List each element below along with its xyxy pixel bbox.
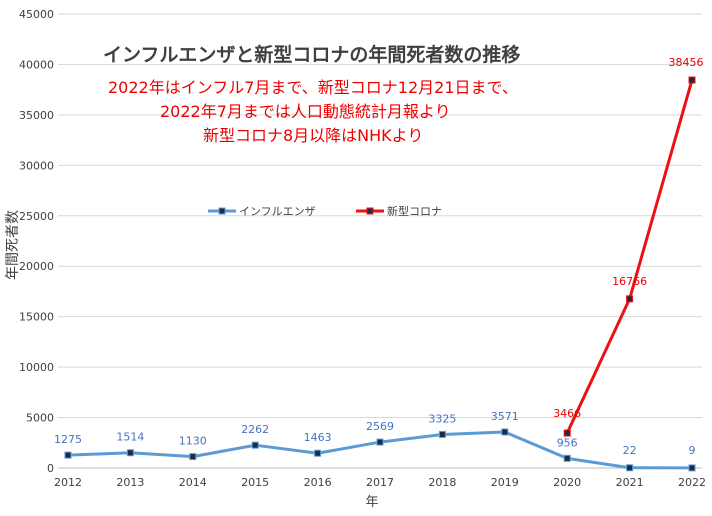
influenza-data-label: 2569 [366, 420, 394, 433]
x-tick-label: 2014 [179, 476, 207, 489]
covid-point [688, 76, 696, 84]
x-tick-label: 2021 [616, 476, 644, 489]
influenza-point [314, 449, 322, 457]
x-tick-labels: 2012 2013 2014 2015 2016 2017 2018 2019 2020 2021… [54, 476, 706, 489]
x-tick-label: 2012 [54, 476, 82, 489]
x-tick-label: 2020 [553, 476, 581, 489]
influenza-point [126, 449, 134, 457]
covid-point [563, 429, 571, 437]
influenza-point [688, 464, 696, 472]
influenza-point [251, 441, 259, 449]
influenza-data-label: 1275 [54, 433, 82, 446]
y-tick-label: 35000 [19, 109, 54, 122]
chart-title: インフルエンザと新型コロナの年間死者数の推移 [103, 44, 521, 66]
y-tick-label: 0 [47, 462, 54, 475]
y-tick-label: 20000 [19, 260, 54, 273]
legend-swatch-marker [218, 207, 226, 215]
covid-series-line [565, 79, 694, 434]
y-tick-label: 45000 [19, 8, 54, 21]
x-tick-label: 2022 [678, 476, 706, 489]
x-tick-label: 2018 [428, 476, 456, 489]
influenza-point [501, 428, 509, 436]
x-tick-label: 2019 [491, 476, 519, 489]
chart-note-3: 新型コロナ8月以降はNHKより [203, 126, 424, 145]
x-tick-label: 2015 [241, 476, 269, 489]
influenza-data-label: 1130 [179, 435, 207, 448]
influenza-data-label: 1514 [116, 431, 144, 444]
influenza-point [376, 438, 384, 446]
influenza-data-label: 9 [689, 444, 696, 457]
legend: インフルエンザ 新型コロナ [208, 204, 442, 218]
influenza-point [438, 430, 446, 438]
x-tick-label: 2013 [116, 476, 144, 489]
influenza-point [626, 464, 634, 472]
influenza-point [64, 451, 72, 459]
x-tick-label: 2016 [304, 476, 332, 489]
y-tick-labels: 0 5000 10000 15000 20000 25000 30000 35000 40000… [19, 8, 54, 475]
chart-note-2: 2022年7月までは人口動態統計月報より [160, 102, 451, 121]
influenza-point [189, 453, 197, 461]
influenza-data-label: 2262 [241, 423, 269, 436]
influenza-data-label: 956 [557, 436, 578, 449]
y-tick-label: 40000 [19, 58, 54, 71]
series-layer [64, 76, 696, 472]
gridlines [58, 13, 702, 419]
influenza-data-label: 3325 [428, 412, 456, 425]
covid-data-label: 16766 [612, 275, 647, 288]
legend-entry-label: 新型コロナ [387, 204, 442, 218]
y-axis-title: 年間死者数 [5, 210, 21, 280]
influenza-data-label: 1463 [304, 431, 332, 444]
chart-note-1: 2022年はインフル7月まで、新型コロナ12月21日まで、 [108, 78, 518, 97]
x-axis-title: 年 [365, 495, 378, 510]
legend-entry-label: インフルエンザ [239, 205, 316, 218]
influenza-data-label: 22 [623, 444, 637, 457]
covid-data-label: 38456 [669, 56, 704, 69]
legend-swatch-marker [366, 207, 374, 215]
y-tick-label: 10000 [19, 361, 54, 374]
x-tick-label: 2017 [366, 476, 394, 489]
y-tick-label: 25000 [19, 210, 54, 223]
data-labels: 1275 1514 1130 2262 1463 2569 3325 3571 956 22 9 34… [54, 56, 704, 457]
covid-point [626, 295, 634, 303]
influenza-data-label: 3571 [491, 410, 519, 423]
influenza-series-line [67, 430, 693, 470]
y-tick-label: 15000 [19, 311, 54, 324]
covid-data-label: 3466 [553, 407, 581, 420]
y-tick-label: 30000 [19, 159, 54, 172]
influenza-point [563, 454, 571, 462]
y-tick-label: 5000 [26, 412, 54, 425]
